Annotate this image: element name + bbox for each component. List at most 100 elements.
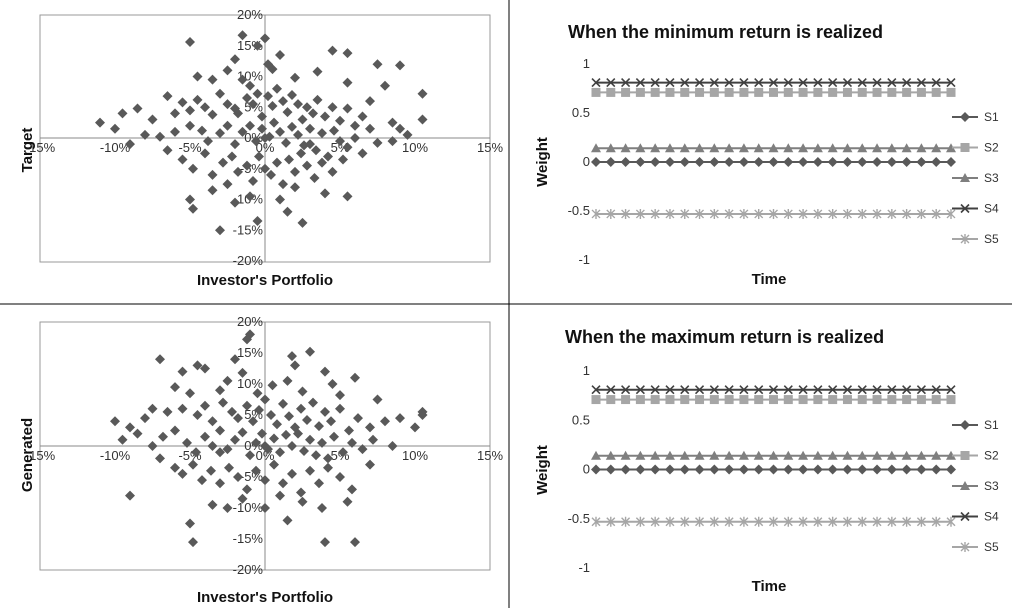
scatter-point [200,363,210,374]
series-marker [857,143,868,153]
scatter-point [257,123,267,134]
series-marker [916,143,927,153]
scatter-point [275,447,285,458]
scatter-point [233,166,243,177]
scatter-point [215,447,225,458]
scatter-point [275,49,285,60]
scatter-point [192,360,203,371]
scatter-point [317,503,327,513]
series-marker [916,450,927,460]
series-marker [946,78,956,88]
series-marker [650,395,660,405]
series-marker [902,516,912,527]
series-marker [606,87,616,97]
scatter-point [230,197,240,208]
series-marker [857,450,868,460]
scatter-point [206,465,216,476]
series-marker [635,395,645,405]
scatter-point [182,437,192,448]
scatter-point [272,419,282,430]
scatter-point [272,157,282,168]
series-marker [828,516,838,527]
scatter-point [327,102,338,113]
scatter-point [293,129,303,140]
series-marker [753,157,764,167]
scatter-point [357,148,368,159]
series-marker [635,87,645,97]
scatter-point [192,71,203,82]
series-marker [680,208,690,219]
scatter-point [170,108,180,119]
series-marker [828,78,838,88]
scatter-point [317,128,327,139]
legend-label: S2 [984,141,999,155]
scatter-point [284,411,294,422]
scatter-point [248,176,258,187]
scatter-point [317,437,327,448]
series-marker [872,516,882,527]
series-marker [768,143,779,153]
series-marker [591,208,601,219]
scatter-point [233,108,243,119]
y-tick-label: -20% [233,562,264,577]
series-marker [872,385,882,395]
scatter-point [132,428,143,439]
series-marker [605,450,616,460]
legend-label: S1 [984,110,999,124]
series-marker [842,87,852,97]
series-marker [709,208,719,219]
legend-label: S2 [984,449,999,463]
series-marker [946,516,956,527]
scatter-point [287,468,297,479]
series-s5 [591,516,956,527]
scatter-point [147,403,158,414]
x-tick-label: 0% [256,140,275,155]
scatter-point [365,459,375,470]
scatter-point [357,111,368,122]
scatter-point [117,434,128,445]
series-marker [946,385,956,395]
series-marker [783,450,794,460]
scatter-point [417,88,428,99]
series-marker [724,87,734,97]
series-marker [798,464,809,475]
scatter-point [267,101,278,112]
scatter-point [281,137,291,148]
scatter-point [395,123,405,134]
scatter-point [222,120,233,131]
y-tick-label: 15% [237,345,263,360]
series-marker [916,87,926,97]
scatter-point [117,108,128,119]
scatter-point [338,447,348,458]
scatter-point [266,410,276,420]
series-marker [783,157,794,167]
series-marker [754,395,764,405]
series-marker [621,516,631,527]
scatter-point [350,537,360,548]
series-marker [665,87,675,97]
series-marker [842,78,853,88]
series-marker [620,464,631,475]
series-marker [857,87,867,97]
series-marker [887,208,897,219]
series-marker [635,78,645,88]
series-marker [724,395,734,405]
scatter-point [155,354,165,365]
scatter-point [342,103,353,114]
scatter-point [293,99,303,110]
scatter-point [170,126,180,137]
scatter-point [350,133,360,143]
scatter-point [327,166,338,177]
y-tick-label: 20% [237,314,263,329]
scatter-point [323,453,333,464]
series-marker [754,516,764,527]
scatter-point [323,151,333,162]
series-marker [621,78,631,88]
scatter-point [287,89,297,100]
series-marker [828,208,838,219]
series-marker [886,464,897,475]
series-marker [857,157,868,167]
series-marker [591,87,601,97]
series-marker [946,87,956,97]
